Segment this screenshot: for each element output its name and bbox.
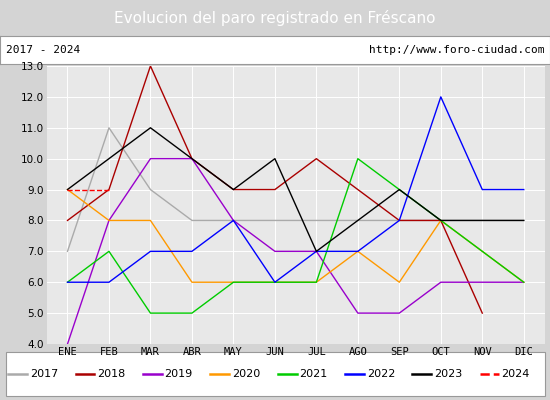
Text: 2023: 2023 [434,369,462,379]
Text: 2017 - 2024: 2017 - 2024 [6,45,80,55]
Text: Evolucion del paro registrado en Fréscano: Evolucion del paro registrado en Fréscan… [114,10,436,26]
Text: 2019: 2019 [164,369,192,379]
Text: 2022: 2022 [367,369,395,379]
Text: 2021: 2021 [299,369,327,379]
Text: 2020: 2020 [232,369,260,379]
Text: 2024: 2024 [502,369,530,379]
FancyBboxPatch shape [6,352,544,396]
Text: 2018: 2018 [97,369,125,379]
Text: http://www.foro-ciudad.com: http://www.foro-ciudad.com [369,45,544,55]
Text: 2017: 2017 [30,369,58,379]
